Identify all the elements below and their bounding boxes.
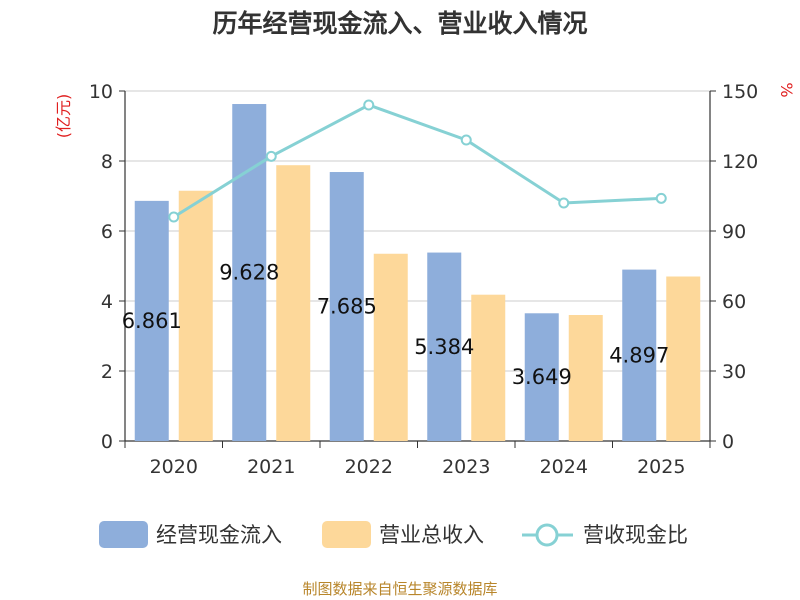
source-note: 制图数据来自恒生聚源数据库 (302, 580, 497, 598)
x-tick-label: 2025 (637, 456, 685, 478)
x-tick-label: 2021 (247, 456, 295, 478)
left-axis-ticks: 0 2 4 6 8 10 (89, 81, 125, 453)
left-tick-label: 6 (101, 221, 113, 243)
bar-revenue (568, 315, 603, 441)
ratio-line (168, 99, 667, 223)
bar-revenue (276, 165, 311, 441)
data-label-cash-inflow: 6.861 (122, 309, 182, 333)
left-axis-unit: (亿元) (54, 94, 73, 139)
data-labels: 6.861 9.628 7.685 5.384 3.649 4.897 (122, 261, 670, 390)
bar-cash-inflow (524, 313, 559, 441)
data-label-cash-inflow: 5.384 (414, 335, 474, 359)
ratio-point (363, 99, 375, 111)
legend-swatch-revenue (322, 521, 371, 548)
ratio-point (558, 197, 570, 209)
legend-swatch-cash-inflow (99, 521, 148, 548)
x-axis-ticks: 2020 2021 2022 2023 2024 2025 (124, 441, 711, 478)
legend-marker-ratio (535, 523, 559, 547)
data-label-cash-inflow: 4.897 (609, 343, 669, 367)
left-tick-label: 10 (89, 81, 113, 103)
bar-revenue (666, 276, 701, 441)
right-axis-ticks: 0 30 60 90 120 150 (710, 81, 758, 453)
left-tick-label: 2 (101, 361, 113, 383)
x-tick-label: 2022 (345, 456, 393, 478)
right-tick-label: 120 (722, 151, 758, 173)
data-label-cash-inflow: 9.628 (219, 261, 279, 285)
left-tick-label: 8 (101, 151, 113, 173)
x-tick-label: 2020 (150, 456, 198, 478)
data-label-cash-inflow: 7.685 (317, 295, 377, 319)
bar-cash-inflow (232, 104, 267, 442)
bars (134, 104, 701, 442)
legend-label-cash-inflow: 经营现金流入 (156, 523, 282, 547)
x-tick-label: 2023 (442, 456, 490, 478)
bar-cash-inflow (427, 252, 462, 441)
ratio-point (460, 134, 472, 146)
grid-lines (125, 90, 710, 372)
data-label-cash-inflow: 3.649 (512, 365, 572, 389)
ratio-point (168, 211, 180, 223)
x-tick-label: 2024 (540, 456, 588, 478)
bar-cash-inflow (134, 200, 169, 441)
bar-revenue (178, 190, 213, 441)
left-tick-label: 0 (101, 431, 113, 453)
legend: 经营现金流入 营业总收入 营收现金比 (99, 521, 688, 548)
legend-label-revenue: 营业总收入 (379, 523, 484, 547)
bar-revenue (373, 253, 408, 441)
ratio-point (265, 150, 277, 162)
bar-cash-inflow (329, 172, 364, 441)
right-tick-label: 90 (722, 221, 746, 243)
ratio-point (655, 192, 667, 204)
ratio-line-path (172, 103, 662, 219)
legend-label-ratio: 营收现金比 (583, 523, 688, 547)
right-tick-label: 30 (722, 361, 746, 383)
left-tick-label: 4 (101, 291, 113, 313)
right-tick-label: 0 (722, 431, 734, 453)
right-tick-label: 150 (722, 81, 758, 103)
right-axis-unit: % (777, 82, 796, 97)
bar-cash-inflow (622, 269, 657, 441)
chart-title: 历年经营现金流入、营业收入情况 (212, 9, 587, 38)
bar-revenue (471, 294, 506, 441)
right-tick-label: 60 (722, 291, 746, 313)
